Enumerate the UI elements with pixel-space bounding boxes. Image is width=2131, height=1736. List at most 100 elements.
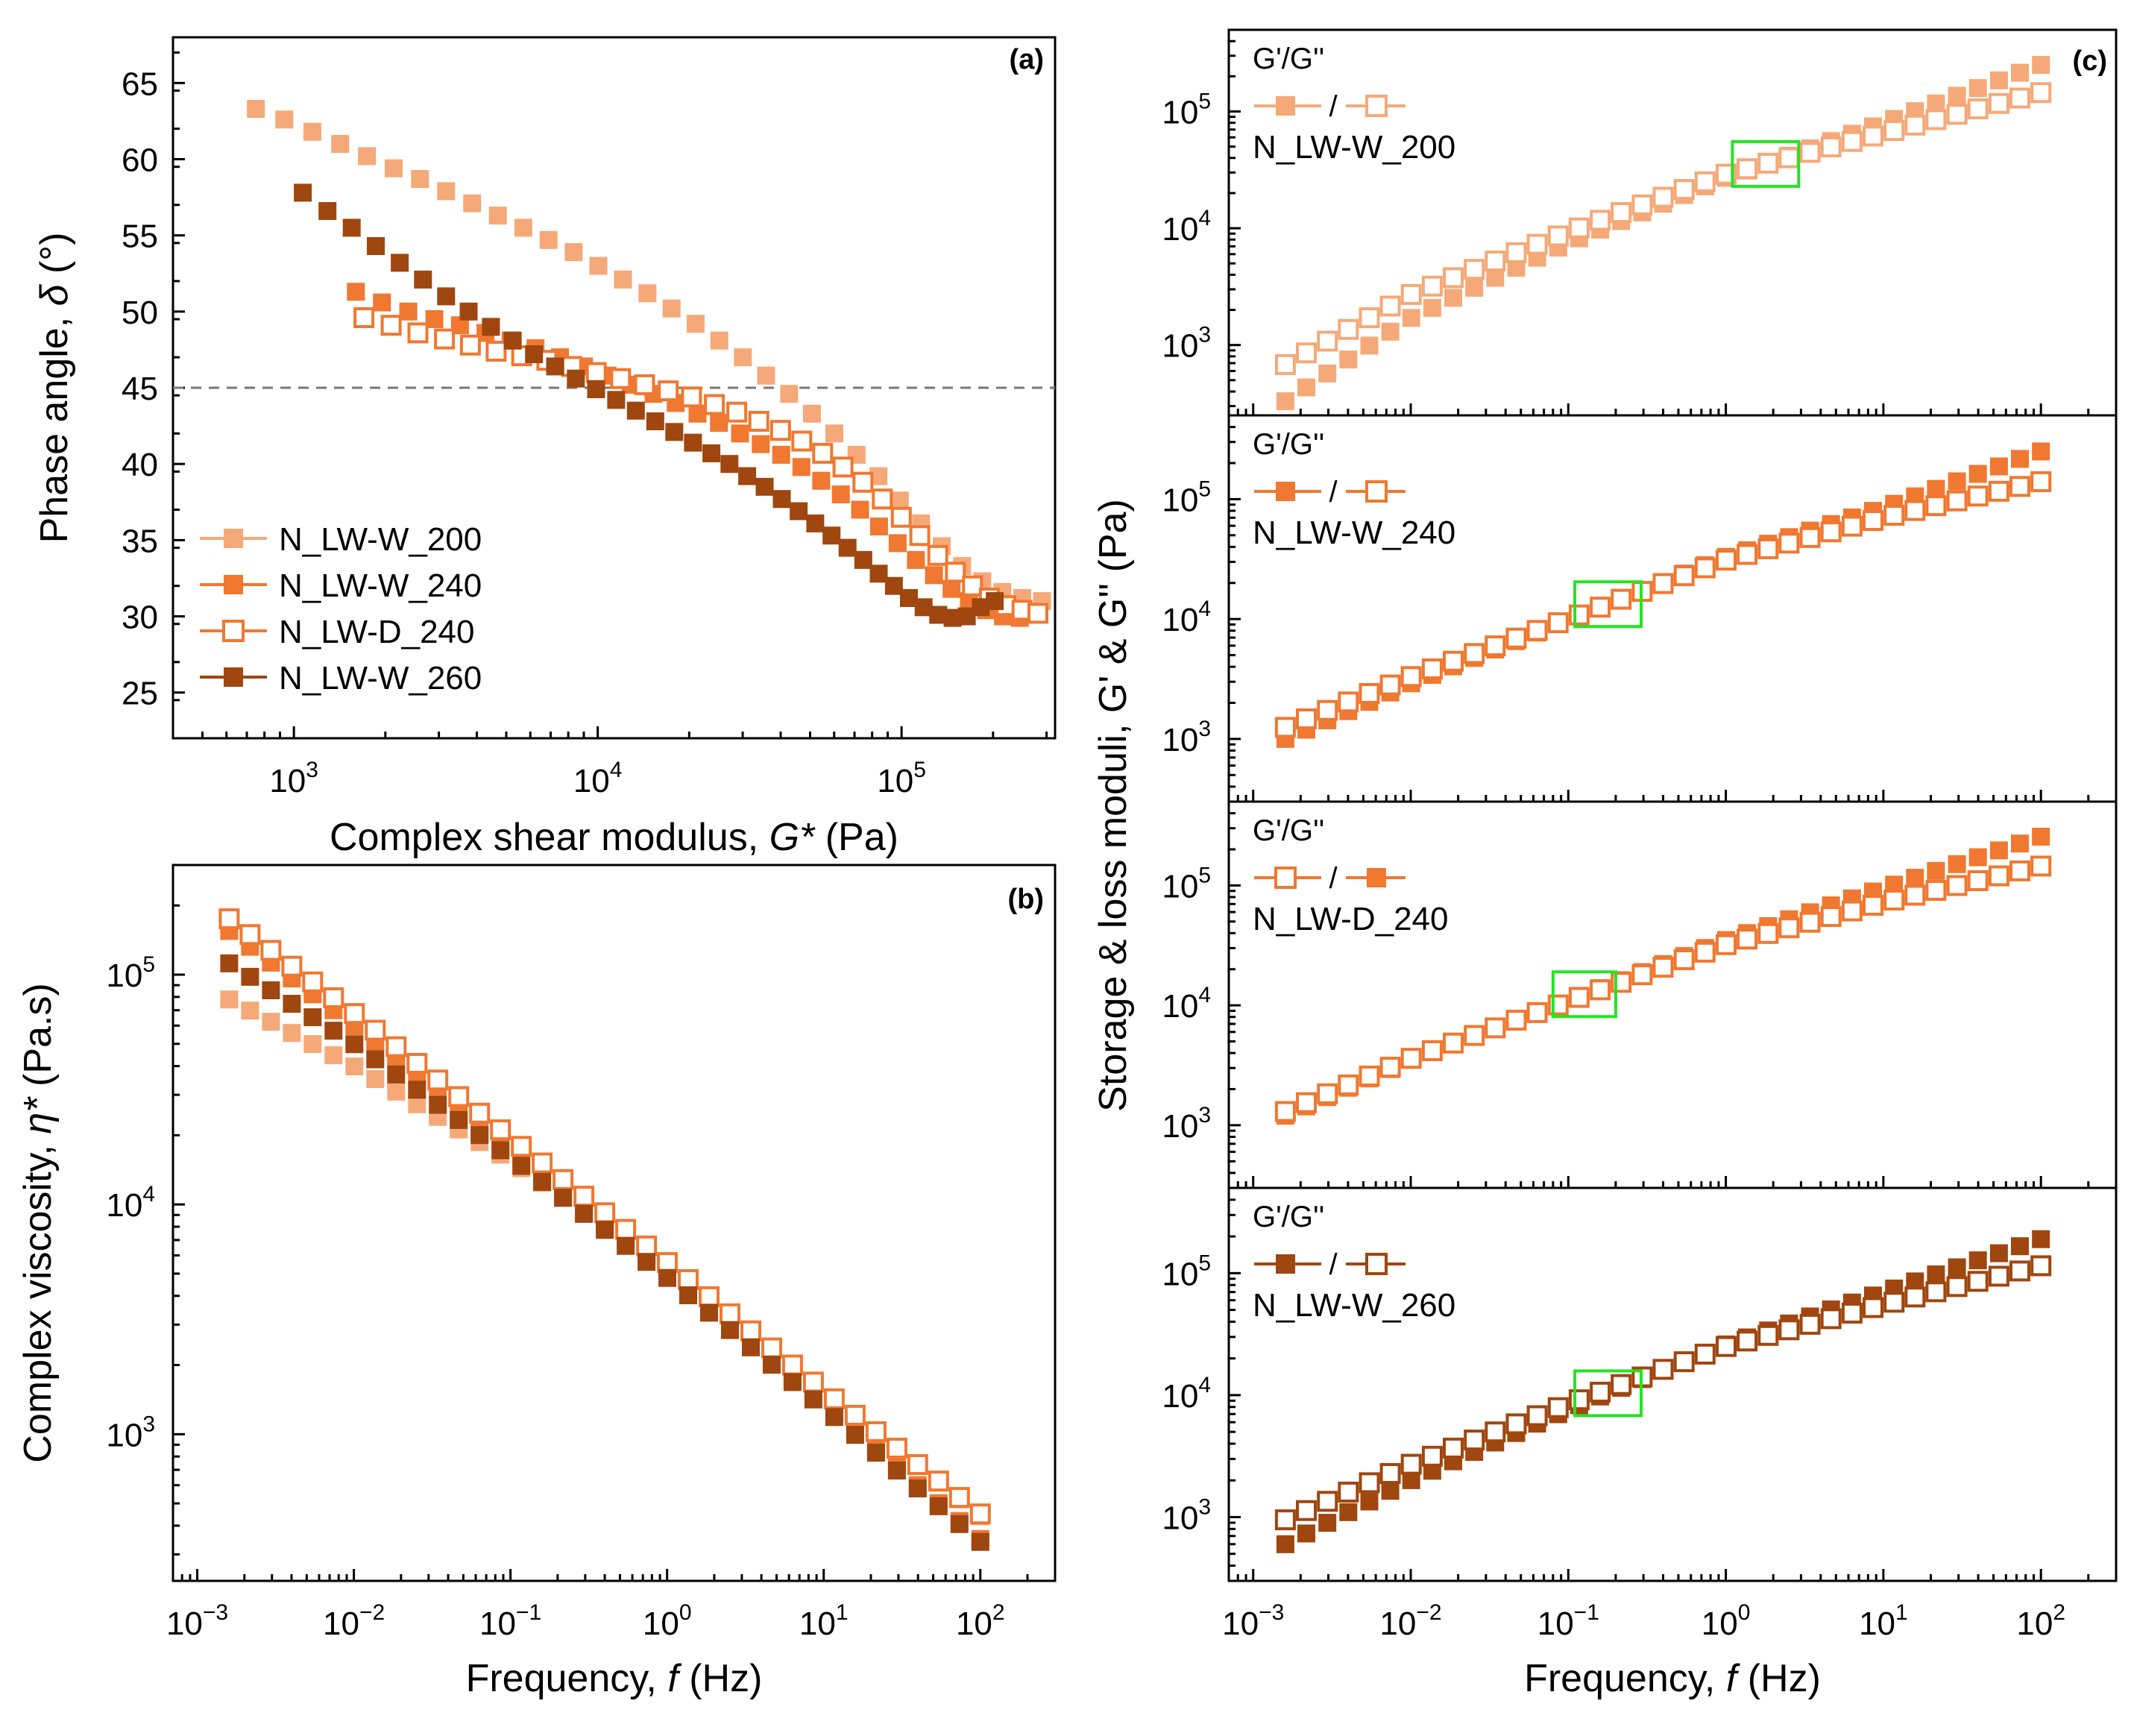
data-point-loss xyxy=(1716,1336,1737,1357)
y-tick-label: 103 xyxy=(106,1412,155,1453)
data-point-loss xyxy=(1904,500,1926,521)
data-point xyxy=(791,430,813,452)
data-point xyxy=(929,1497,948,1515)
y-tick-label: 50 xyxy=(122,295,158,331)
series-N_LW-D_240 xyxy=(353,307,1048,624)
crossover-highlight-box xyxy=(1551,970,1617,1019)
data-point xyxy=(825,1408,843,1427)
data-point xyxy=(607,391,626,409)
data-point-loss xyxy=(1652,1359,1674,1380)
data-point xyxy=(275,110,294,129)
legend-marker xyxy=(1274,867,1297,889)
panel-label: (b) xyxy=(1007,884,1044,915)
data-point-loss xyxy=(1547,1397,1569,1418)
x-tick-label: 104 xyxy=(573,758,623,799)
data-point-loss xyxy=(1799,1313,1821,1335)
data-point-loss xyxy=(1421,1445,1443,1467)
data-point-storage xyxy=(1906,869,1924,887)
data-point xyxy=(366,1050,385,1069)
legend-entry-N_LW-W_260: N_LW-W_260 xyxy=(200,660,482,696)
y-tick-label: 104 xyxy=(106,1182,155,1224)
data-point-loss xyxy=(1443,1437,1464,1459)
data-point-loss xyxy=(1946,104,1968,125)
data-point xyxy=(262,1013,280,1031)
data-point-loss xyxy=(1757,922,1779,944)
panel-label: (c) xyxy=(2073,45,2107,77)
data-point xyxy=(594,1202,616,1224)
data-point-loss xyxy=(1568,987,1590,1008)
x-tick-label: 10−2 xyxy=(1379,1600,1441,1642)
data-point-loss xyxy=(1841,515,1863,537)
data-point-loss xyxy=(1359,307,1380,329)
data-point xyxy=(780,385,799,403)
data-point xyxy=(806,514,825,532)
crossover-highlight-box xyxy=(1731,139,1801,188)
data-point-loss xyxy=(1359,683,1380,704)
data-point-storage xyxy=(1927,861,1945,880)
data-point-loss xyxy=(1737,158,1758,180)
data-point xyxy=(772,445,790,464)
data-point-loss xyxy=(1631,194,1653,216)
data-point-storage xyxy=(1948,855,1966,873)
x-tick-label: 102 xyxy=(956,1600,1005,1642)
data-point-loss xyxy=(1421,275,1443,297)
data-point-loss xyxy=(1799,526,1821,548)
data-point xyxy=(589,257,608,275)
y-tick-label: 45 xyxy=(122,371,158,407)
data-point xyxy=(626,401,645,420)
legend-label: N_LW-W_260 xyxy=(279,660,482,696)
data-point xyxy=(757,366,775,385)
data-point xyxy=(387,1065,406,1084)
data-point xyxy=(769,420,791,441)
data-point-loss xyxy=(1652,957,1674,978)
data-point xyxy=(218,908,240,930)
legend-entry-N_LW-W_240: N_LW-W_240 xyxy=(200,567,482,604)
series-storage-modulus xyxy=(1276,56,2050,411)
data-point-loss xyxy=(1338,318,1359,340)
data-point xyxy=(772,490,791,509)
data-point xyxy=(888,534,907,553)
data-point-loss xyxy=(1925,495,1947,517)
y-tick-label: 55 xyxy=(122,218,158,255)
data-point-loss xyxy=(1547,225,1569,247)
data-point xyxy=(802,404,821,423)
data-point-storage xyxy=(2011,1237,2029,1256)
data-point-loss xyxy=(1317,699,1338,721)
data-point-loss xyxy=(1946,1276,1968,1298)
data-point-loss xyxy=(1590,1381,1611,1403)
data-point-storage xyxy=(2032,442,2050,461)
data-point xyxy=(742,1338,760,1356)
subplot-N_LW-D_240: 103 104 105 G'/G''/ N_LW-D_240 xyxy=(1162,800,2118,1189)
data-point-storage xyxy=(2032,56,2050,75)
data-point xyxy=(755,477,774,496)
legend-marker xyxy=(1276,1254,1295,1274)
data-point xyxy=(869,564,888,583)
data-point xyxy=(575,1204,594,1223)
data-point xyxy=(514,218,532,237)
data-point-loss xyxy=(1547,612,1569,634)
data-point xyxy=(573,1186,595,1207)
data-point-storage xyxy=(1318,364,1337,383)
data-point xyxy=(503,331,522,350)
data-point-storage xyxy=(2011,63,2029,82)
data-point-storage xyxy=(1297,378,1315,397)
data-point xyxy=(324,1022,343,1040)
y-tick-label: 25 xyxy=(122,676,158,712)
data-point xyxy=(385,1036,407,1057)
data-point xyxy=(636,1235,658,1257)
panel-c-storage-loss-moduli-chart: 103104105G'/G''/N_LW-W_200103104105G'/G'… xyxy=(1092,28,2118,1700)
data-point-loss xyxy=(1863,510,1883,531)
data-point xyxy=(887,1462,906,1479)
data-point xyxy=(539,230,558,249)
data-point xyxy=(866,1444,885,1462)
data-point xyxy=(748,411,769,432)
data-point xyxy=(469,1102,491,1124)
data-point-storage xyxy=(1989,841,2008,860)
y-tick-label: 40 xyxy=(122,447,158,483)
data-point xyxy=(792,458,810,477)
crossover-highlight-box xyxy=(1573,1369,1643,1418)
data-point-loss xyxy=(1400,666,1422,688)
data-point-storage xyxy=(1968,848,1987,867)
data-point-loss xyxy=(1841,1302,1863,1324)
y-axis-label: Storage & loss moduli, G' & G'' (Pa) xyxy=(1092,499,1135,1112)
